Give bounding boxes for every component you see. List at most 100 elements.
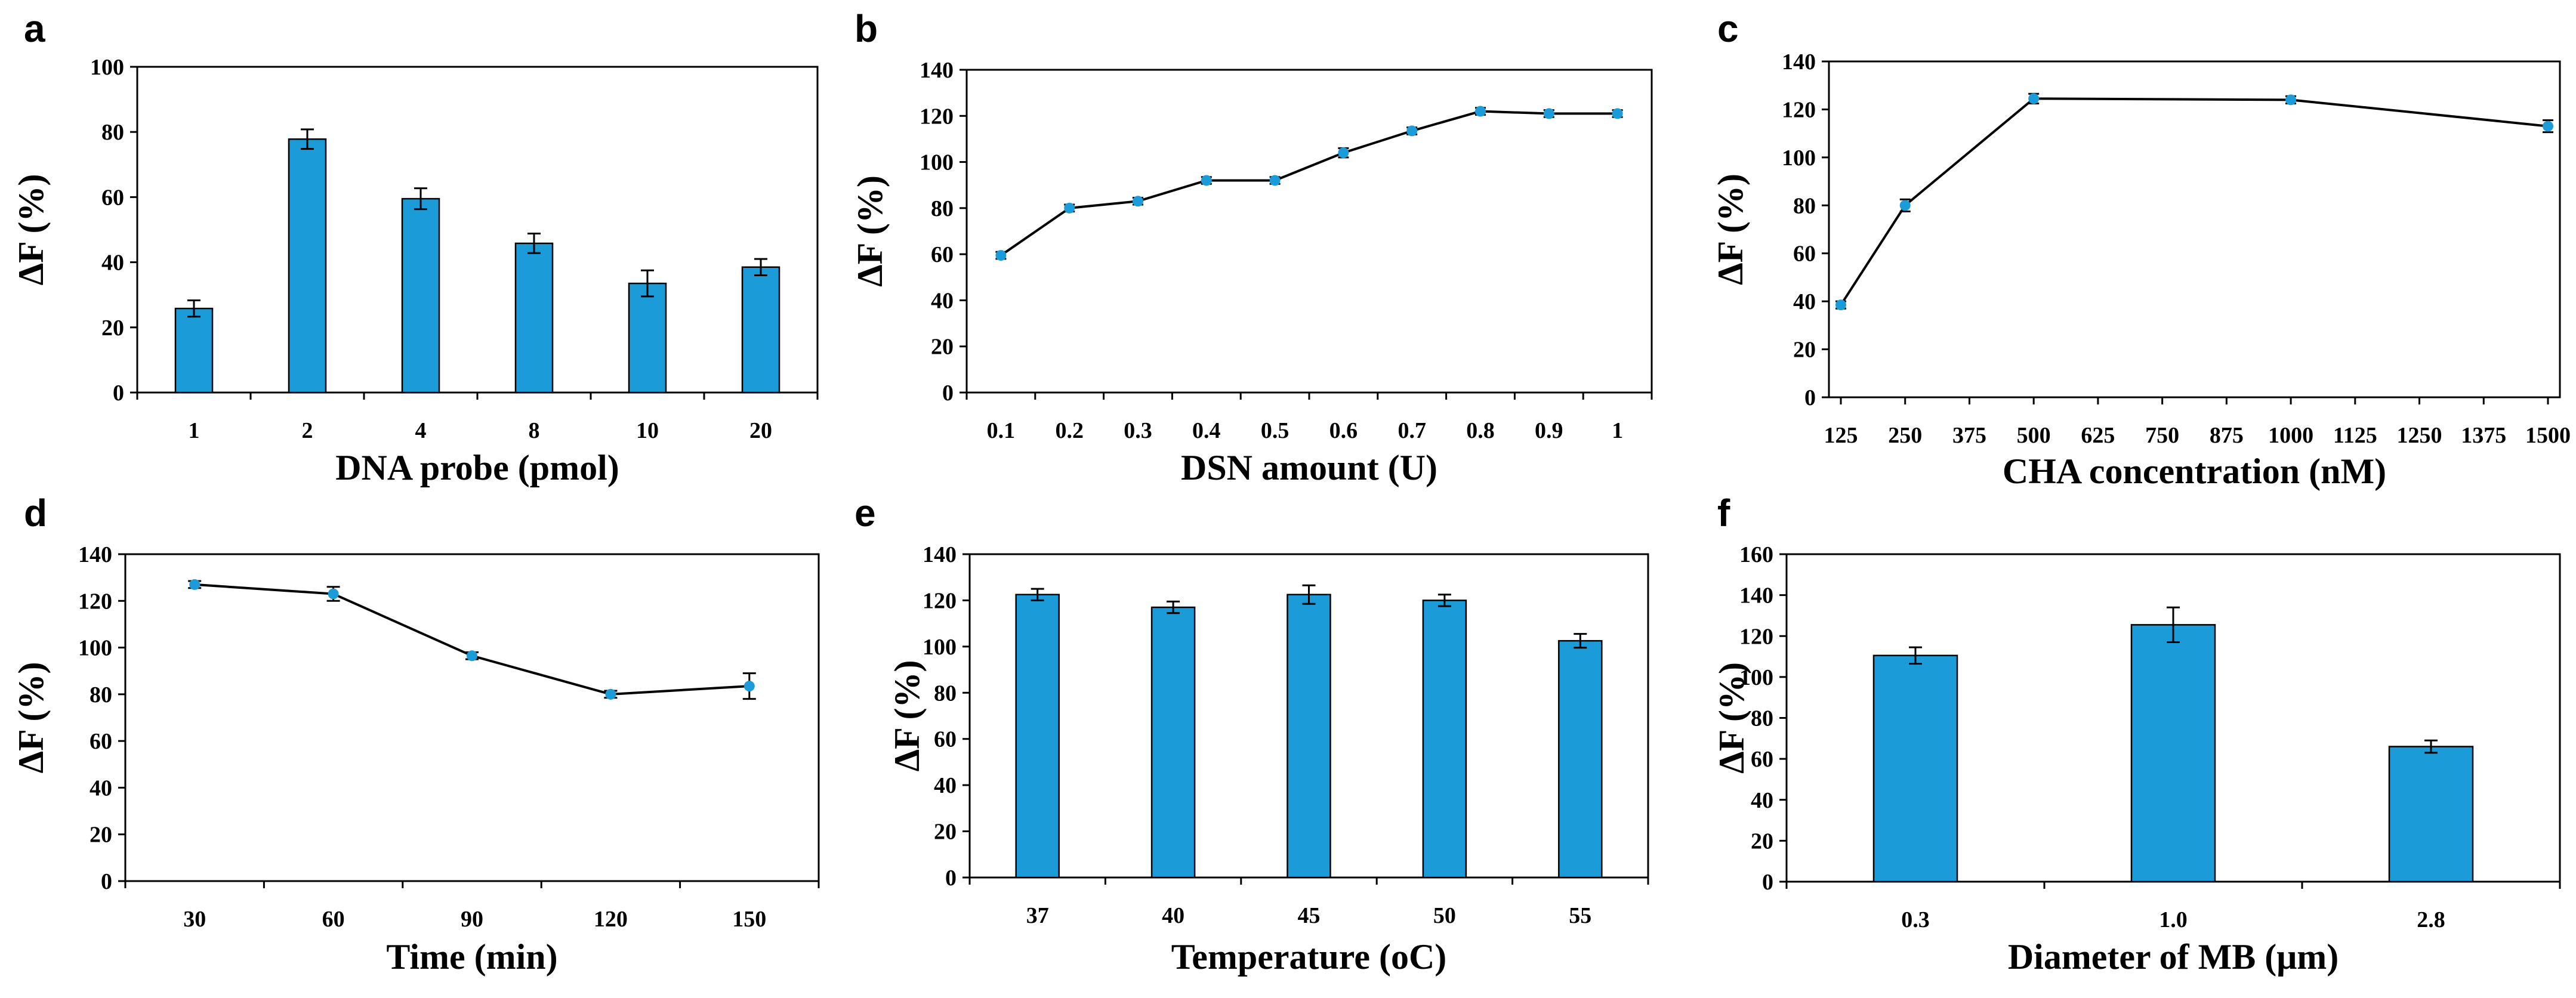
y-tick-label: 100: [90, 55, 124, 80]
panel-letter: a: [24, 7, 45, 50]
y-tick-label: 40: [931, 288, 954, 313]
x-tick-label: 0.3: [1124, 418, 1152, 443]
y-tick-label: 140: [920, 58, 954, 83]
data-point: [1064, 202, 1075, 214]
y-tick-label: 140: [1739, 583, 1773, 608]
bar: [1872, 654, 1958, 883]
x-tick-label: 120: [594, 907, 628, 932]
x-tick-label: 125: [1824, 423, 1858, 448]
y-tick-label: 40: [101, 251, 124, 276]
plot-frame: [1828, 60, 2561, 398]
y-tick-label: 80: [1751, 706, 1773, 731]
x-tick-label: 1: [189, 418, 200, 443]
y-tick-label: 80: [90, 682, 112, 707]
data-point: [2028, 93, 2040, 104]
panel-letter: b: [854, 7, 878, 50]
y-tick-label: 100: [923, 635, 957, 660]
plot-frame: [136, 66, 819, 394]
x-tick-label: 0.1: [987, 418, 1016, 443]
x-axis-title: DNA probe (pmol): [335, 448, 619, 487]
x-tick-label: 1125: [2333, 423, 2377, 448]
y-tick-label: 0: [113, 381, 124, 406]
x-axis-title: Temperature (oC): [1171, 937, 1447, 977]
x-tick-label: 30: [183, 907, 206, 932]
x-tick-label: 1.0: [2159, 907, 2188, 932]
bar: [2388, 746, 2474, 883]
y-tick-label: 100: [1782, 146, 1816, 171]
y-tick-label: 80: [934, 681, 957, 706]
data-point: [1612, 108, 1623, 119]
y-tick-label: 0: [945, 866, 957, 891]
y-axis-title: ΔF (%): [1712, 662, 1751, 774]
y-tick-label: 60: [101, 185, 124, 210]
y-tick-label: 120: [1782, 97, 1816, 122]
data-point: [1899, 200, 1911, 211]
y-tick-label: 0: [942, 381, 954, 406]
y-tick-label: 140: [78, 542, 112, 567]
bar: [401, 197, 440, 394]
x-tick-label: 0.5: [1261, 418, 1289, 443]
data-point: [2285, 94, 2297, 106]
x-tick-label: 2: [302, 418, 313, 443]
x-tick-label: 0.6: [1329, 418, 1358, 443]
y-tick-label: 140: [1782, 50, 1816, 75]
y-tick-label: 20: [931, 335, 954, 360]
y-tick-label: 20: [1793, 338, 1816, 363]
bar: [628, 282, 667, 394]
y-tick-label: 20: [1751, 829, 1773, 854]
x-axis-title: CHA concentration (nM): [2003, 452, 2386, 491]
data-point: [1475, 106, 1486, 117]
y-tick-label: 40: [90, 775, 112, 801]
y-tick-label: 40: [1793, 289, 1816, 314]
bar: [174, 307, 214, 394]
x-tick-label: 1: [1612, 418, 1623, 443]
y-tick-label: 60: [931, 242, 954, 267]
x-tick-label: 2.8: [2417, 907, 2445, 932]
y-tick-label: 40: [1751, 788, 1773, 813]
y-axis-title: ΔF (%): [887, 660, 927, 771]
panel-a: a 0 20 40 60 80 100 1 2 4 8 10 20 DNA probe (pmol) ΔF …: [11, 7, 819, 487]
y-tick-label: 60: [1793, 242, 1816, 267]
x-tick-label: 40: [1162, 903, 1184, 928]
x-tick-label: 60: [322, 907, 345, 932]
x-tick-label: 375: [1952, 423, 1986, 448]
y-tick-label: 120: [1739, 624, 1773, 649]
data-point: [1338, 147, 1349, 159]
bar: [1558, 639, 1603, 879]
y-tick-label: 0: [101, 869, 112, 894]
y-axis-title: ΔF (%): [11, 662, 51, 773]
x-tick-label: 625: [2081, 423, 2115, 448]
panel-letter: e: [854, 492, 876, 534]
panel-f: f 0 20 40 60 80 100 120 140 160 0.3 1.0 2.8 Diameter …: [1712, 492, 2561, 977]
x-tick-label: 45: [1298, 903, 1321, 928]
x-tick-label: 90: [461, 907, 483, 932]
data-point: [744, 681, 755, 692]
plot-frame: [124, 553, 820, 882]
x-tick-label: 0.8: [1466, 418, 1495, 443]
y-axis-title: ΔF (%): [1711, 174, 1750, 285]
x-tick-label: 4: [415, 418, 427, 443]
y-tick-label: 0: [1804, 385, 1816, 410]
data-point: [328, 588, 339, 600]
y-tick-label: 160: [1739, 542, 1773, 567]
panel-letter: d: [24, 492, 47, 534]
y-tick-label: 80: [931, 196, 954, 221]
panel-letter: f: [1717, 492, 1730, 534]
y-tick-label: 20: [101, 316, 124, 341]
data-point: [1133, 196, 1143, 207]
bar: [2130, 624, 2216, 883]
x-tick-label: 875: [2210, 423, 2244, 448]
bar: [1422, 600, 1467, 879]
y-tick-label: 120: [923, 588, 957, 613]
y-tick-label: 120: [78, 589, 112, 614]
y-tick-label: 100: [920, 150, 954, 175]
y-axis-title: ΔF (%): [11, 174, 51, 285]
x-axis-title: DSN amount (U): [1181, 448, 1437, 487]
y-tick-label: 80: [1793, 193, 1816, 218]
y-tick-label: 80: [101, 120, 124, 145]
bar: [741, 266, 780, 394]
x-tick-label: 8: [529, 418, 540, 443]
y-tick-label: 120: [920, 104, 954, 129]
panel-b: b 0 20 40 60 80 100 120 140 0.1 0.2 0.3 0.4 0.5 0.6 0.7…: [850, 7, 1653, 487]
x-tick-label: 250: [1888, 423, 1922, 448]
